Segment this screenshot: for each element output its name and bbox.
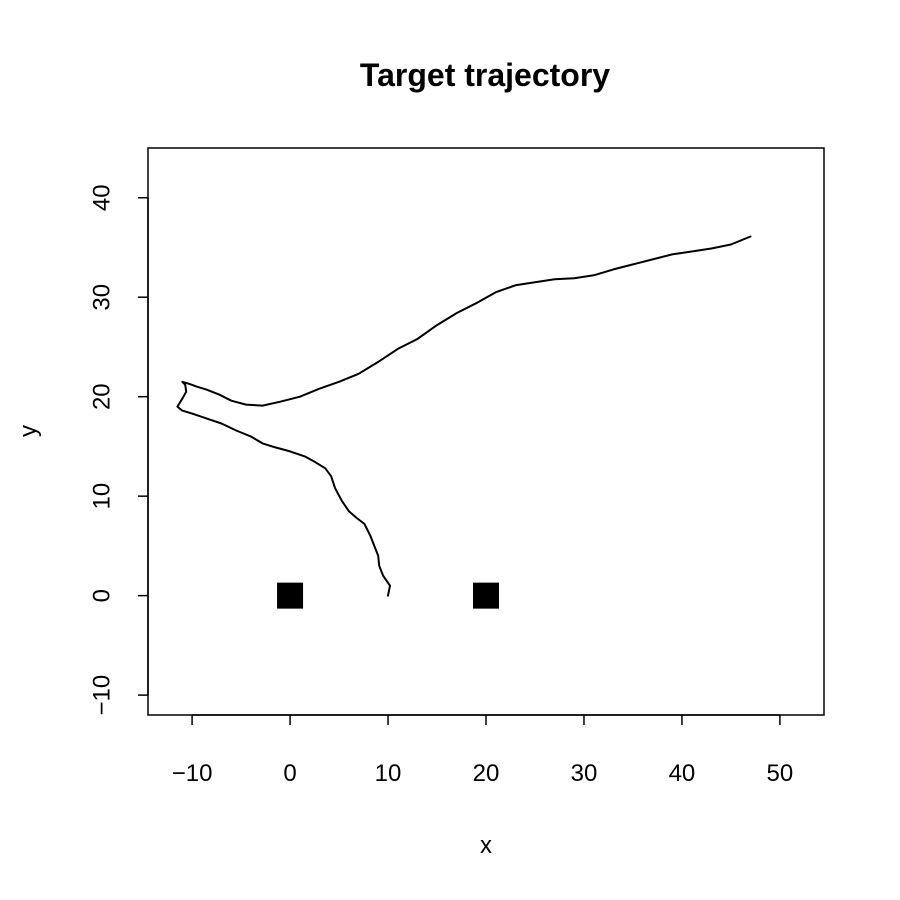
x-tick-label: 10 (375, 760, 402, 787)
marker-layer (277, 582, 499, 609)
x-axis-label: x (480, 832, 492, 859)
chart-title: Target trajectory (360, 57, 610, 93)
y-axis: −10 0 10 20 30 40 (89, 184, 149, 715)
trajectory-line (176, 235, 752, 597)
sensor-marker (473, 582, 499, 609)
y-tick-label: 10 (89, 483, 116, 510)
x-tick-label: −10 (172, 760, 213, 787)
sensor-marker (277, 582, 304, 609)
y-tick-label: 0 (89, 589, 116, 602)
x-axis: −10 0 10 20 30 40 50 (172, 714, 794, 787)
y-tick-label: −10 (89, 675, 116, 716)
x-tick-label: 50 (767, 760, 794, 787)
x-tick-label: 20 (473, 760, 500, 787)
x-tick-label: 40 (669, 760, 696, 787)
plot-frame (147, 147, 825, 716)
y-axis-label: y (15, 425, 42, 437)
x-tick-label: 30 (571, 760, 598, 787)
y-tick-label: 20 (89, 383, 116, 410)
y-tick-label: 40 (89, 184, 116, 211)
x-tick-label: 0 (283, 760, 296, 787)
y-tick-label: 30 (89, 284, 116, 311)
series-layer (176, 235, 752, 597)
